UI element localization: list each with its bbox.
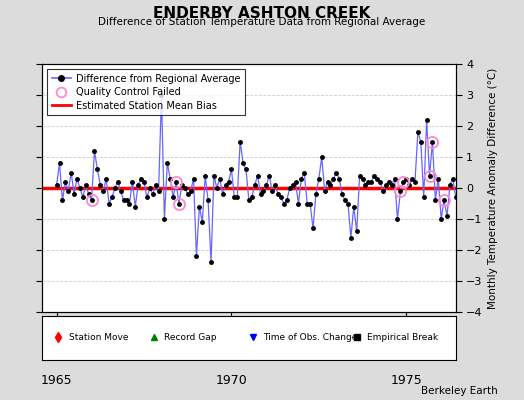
Text: Difference of Station Temperature Data from Regional Average: Difference of Station Temperature Data f… bbox=[99, 17, 425, 27]
Text: Station Move: Station Move bbox=[69, 333, 128, 342]
Text: 1970: 1970 bbox=[215, 374, 247, 387]
Y-axis label: Monthly Temperature Anomaly Difference (°C): Monthly Temperature Anomaly Difference (… bbox=[488, 67, 498, 309]
Text: Empirical Break: Empirical Break bbox=[367, 333, 438, 342]
Text: Berkeley Earth: Berkeley Earth bbox=[421, 386, 498, 396]
Text: 1975: 1975 bbox=[390, 374, 422, 387]
Legend: Difference from Regional Average, Quality Control Failed, Estimated Station Mean: Difference from Regional Average, Qualit… bbox=[47, 69, 245, 115]
Text: 1965: 1965 bbox=[41, 374, 72, 387]
Text: Record Gap: Record Gap bbox=[164, 333, 216, 342]
Text: ENDERBY ASHTON CREEK: ENDERBY ASHTON CREEK bbox=[154, 6, 370, 21]
Text: Time of Obs. Change: Time of Obs. Change bbox=[264, 333, 358, 342]
